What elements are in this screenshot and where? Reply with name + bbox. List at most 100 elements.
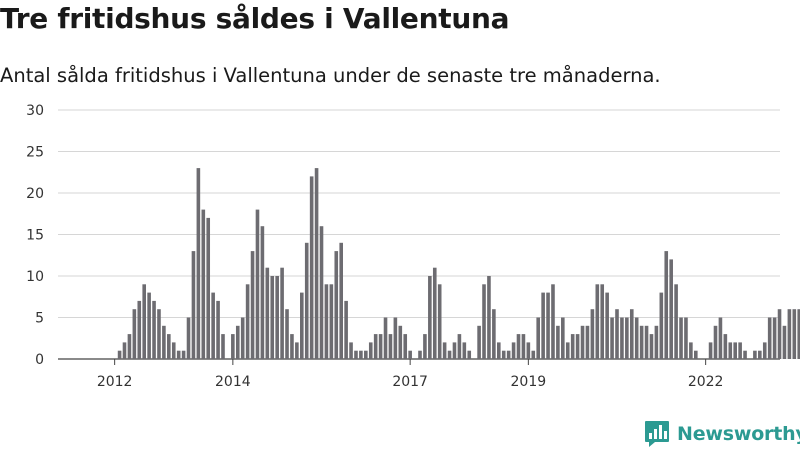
bar — [167, 334, 171, 359]
bar — [659, 292, 664, 359]
bar — [403, 334, 408, 359]
bar — [270, 276, 275, 359]
bar — [570, 334, 575, 359]
y-tick-label: 30 — [26, 103, 44, 119]
bar — [536, 317, 540, 359]
newsworthy-logo-icon — [645, 421, 669, 447]
bar — [245, 284, 250, 359]
bar — [295, 342, 299, 359]
bar — [772, 317, 777, 359]
y-tick-label: 20 — [26, 186, 44, 202]
x-tick-label: 2014 — [215, 374, 251, 390]
bar — [231, 334, 235, 359]
bar — [191, 251, 196, 359]
bar — [324, 284, 329, 359]
bar — [250, 251, 255, 359]
brand-name: Newsworthy — [677, 423, 800, 445]
bar — [561, 317, 565, 359]
bar — [738, 342, 742, 359]
bar — [157, 309, 161, 359]
bar — [206, 217, 211, 359]
bar — [162, 325, 166, 359]
bar — [556, 325, 560, 359]
bar — [585, 325, 590, 359]
y-tick-label: 25 — [26, 145, 44, 161]
bar — [516, 334, 521, 359]
bar — [694, 350, 698, 359]
bar — [388, 334, 393, 359]
bar — [442, 342, 447, 359]
bar — [718, 317, 723, 359]
bar — [762, 342, 767, 359]
bar — [511, 342, 516, 359]
bar — [196, 168, 201, 359]
bar — [541, 292, 545, 359]
bar — [590, 309, 595, 359]
bar — [260, 226, 265, 359]
bar — [437, 284, 442, 359]
bar-chart: 0510152025303201220142017201920222024 — [26, 103, 800, 390]
bar — [728, 342, 733, 359]
bar — [684, 317, 688, 359]
bar — [408, 350, 412, 359]
bar — [334, 251, 339, 359]
bar — [418, 350, 422, 359]
bar — [620, 317, 624, 359]
bar — [354, 350, 358, 359]
bar — [797, 309, 800, 359]
bar — [713, 325, 718, 359]
bar — [344, 300, 348, 359]
bar — [255, 209, 260, 359]
bar — [551, 284, 555, 359]
bar — [526, 342, 531, 359]
bar — [221, 334, 225, 359]
x-tick-label: 2022 — [688, 374, 724, 390]
bar — [600, 284, 605, 359]
bar — [649, 334, 654, 359]
bar — [639, 325, 644, 359]
bar — [546, 292, 550, 359]
bar — [708, 342, 713, 359]
bar — [743, 350, 747, 359]
bar — [314, 168, 319, 359]
bar — [368, 342, 373, 359]
bar — [378, 334, 383, 359]
bar — [679, 317, 683, 359]
bar — [201, 209, 206, 359]
bar — [467, 350, 472, 359]
bar — [462, 342, 467, 359]
bar — [531, 350, 536, 359]
bar — [669, 259, 673, 359]
bar — [634, 317, 639, 359]
bar — [147, 292, 151, 359]
bar — [142, 284, 146, 359]
bar — [329, 284, 334, 359]
bar — [452, 342, 457, 359]
bar — [304, 242, 309, 359]
bar — [235, 325, 240, 359]
y-tick-label: 0 — [35, 352, 44, 368]
chart-title: Tre fritidshus såldes i Vallentuna — [0, 2, 510, 35]
bar — [492, 309, 496, 359]
bar — [275, 276, 279, 359]
bar — [349, 342, 353, 359]
bar — [171, 342, 176, 359]
y-tick-label: 10 — [26, 269, 44, 285]
bar — [501, 350, 506, 359]
bar — [122, 342, 127, 359]
bar — [787, 309, 792, 359]
bar — [753, 350, 757, 359]
bar — [309, 176, 314, 359]
bar — [615, 309, 619, 359]
bar — [792, 309, 797, 359]
newsworthy-logo: Newsworthy — [644, 420, 800, 448]
bar — [487, 276, 491, 359]
bar — [565, 342, 570, 359]
bar — [290, 334, 294, 359]
bar — [265, 267, 270, 359]
bar — [733, 342, 737, 359]
bar — [777, 309, 782, 359]
bar — [176, 350, 181, 359]
y-tick-label: 5 — [35, 311, 44, 327]
bar — [457, 334, 462, 359]
